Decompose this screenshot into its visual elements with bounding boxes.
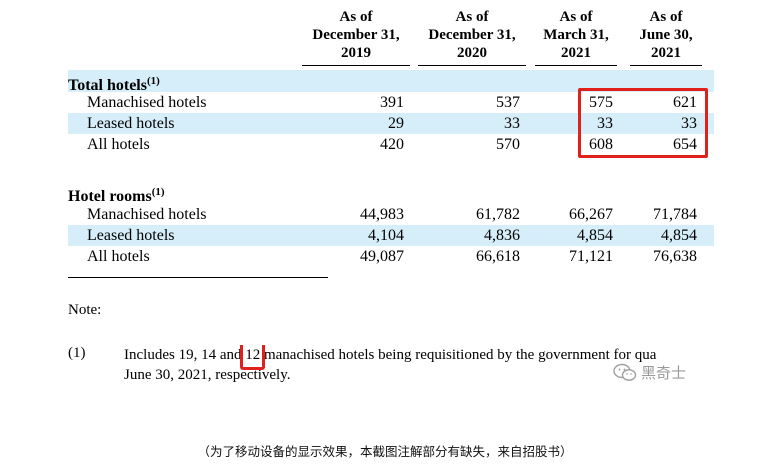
cell-value: 4,836 — [484, 227, 520, 244]
table-row: Leased hotels 4,104 4,836 4,854 4,854 — [68, 225, 714, 246]
cell-value: 391 — [380, 94, 404, 111]
cell-value: 654 — [673, 136, 697, 153]
cell-value: 66,267 — [569, 206, 613, 223]
section-title: Total hotels — [68, 77, 147, 94]
cell-value: 61,782 — [476, 206, 520, 223]
note-title: Note: — [68, 302, 102, 318]
footnote-number: (1) — [68, 345, 86, 361]
cell-value: 537 — [496, 94, 520, 111]
cell-value: 71,121 — [569, 248, 613, 265]
column-header-line: June 30, — [639, 27, 693, 43]
column-header-dec-2020: As of December 31, 2020 — [418, 8, 526, 66]
section-title: Hotel rooms — [68, 188, 152, 205]
cell-value: 570 — [496, 136, 520, 153]
row-label: Leased hotels — [87, 227, 175, 244]
cell-value: 33 — [504, 115, 520, 132]
column-header-line: March 31, — [543, 27, 609, 43]
cell-value: 71,784 — [653, 206, 697, 223]
highlight-box-footnote — [240, 345, 266, 370]
watermark-text: 黑奇士 — [641, 364, 687, 382]
column-header-line: As of — [455, 9, 489, 25]
table-row: Leased hotels 29 33 33 33 — [68, 113, 714, 134]
cell-value: 49,087 — [360, 248, 404, 265]
column-header-line: 2020 — [457, 45, 487, 61]
cell-value: 66,618 — [476, 248, 520, 265]
column-header-line: As of — [649, 9, 683, 25]
cell-value: 44,983 — [360, 206, 404, 223]
table-row: Manachised hotels 391 537 575 621 — [68, 92, 714, 113]
cell-value: 4,854 — [577, 227, 613, 244]
cell-value: 608 — [589, 136, 613, 153]
section-header-hotel-rooms: Hotel rooms(1) — [68, 181, 714, 205]
wechat-icon — [613, 363, 637, 381]
watermark: 黑奇士 — [613, 362, 686, 383]
column-header-line: December 31, — [312, 27, 400, 43]
column-header-line: As of — [339, 9, 373, 25]
row-label: Manachised hotels — [87, 94, 207, 111]
cell-value: 575 — [589, 94, 613, 111]
column-header-line: 2019 — [341, 45, 371, 61]
row-label: Leased hotels — [87, 115, 175, 132]
column-header-line: December 31, — [428, 27, 516, 43]
column-header-underline — [418, 65, 526, 66]
column-header-dec-2019: As of December 31, 2019 — [302, 8, 410, 66]
column-header-underline — [535, 65, 617, 66]
column-header-underline — [630, 65, 702, 66]
column-header-line: As of — [559, 9, 593, 25]
footnote-text-part: Includes 19, 14 and — [124, 347, 246, 363]
table-row: All hotels 420 570 608 654 — [68, 134, 714, 155]
cell-value: 4,104 — [368, 227, 404, 244]
column-header-mar-2021: As of March 31, 2021 — [535, 8, 617, 66]
cell-value: 76,638 — [653, 248, 697, 265]
highlight-box-hotel-counts — [578, 88, 708, 158]
table-row: All hotels 49,087 66,618 71,121 76,638 — [68, 246, 714, 267]
footnote-text: Includes 19, 14 and 12 manachised hotels… — [124, 345, 724, 385]
footnote-marker: (1) — [146, 75, 160, 87]
column-header-underline — [302, 65, 410, 66]
cell-value: 420 — [380, 136, 404, 153]
footnote-highlight: 12 — [240, 345, 266, 370]
row-label: All hotels — [87, 248, 150, 265]
footnote-text-part: manachised hotels being requisitioned by… — [260, 347, 657, 363]
section-header-total-hotels: Total hotels(1) — [68, 70, 714, 94]
cell-value: 33 — [597, 115, 613, 132]
image-caption: （为了移动设备的显示效果，本截图注解部分有缺失，来自招股书） — [197, 444, 573, 459]
cell-value: 29 — [388, 115, 404, 132]
table-row: Manachised hotels 44,983 61,782 66,267 7… — [68, 204, 714, 225]
footnote-highlight-value: 12 — [245, 347, 261, 363]
footnote-marker: (1) — [151, 186, 165, 198]
table-bottom-rule — [68, 277, 328, 278]
footnote-text-line2: June 30, 2021, respectively. — [124, 367, 291, 383]
cell-value: 4,854 — [661, 227, 697, 244]
row-label: Manachised hotels — [87, 206, 207, 223]
column-header-line: 2021 — [561, 45, 591, 61]
column-header-line: 2021 — [651, 45, 681, 61]
row-label: All hotels — [87, 136, 150, 153]
cell-value: 33 — [681, 115, 697, 132]
cell-value: 621 — [673, 94, 697, 111]
column-header-jun-2021: As of June 30, 2021 — [630, 8, 702, 66]
